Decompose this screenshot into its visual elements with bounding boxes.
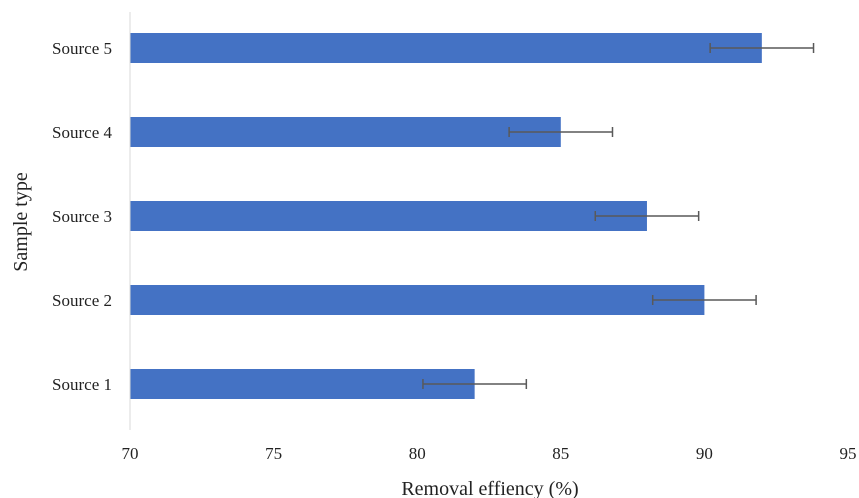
x-tick-label: 75 xyxy=(265,444,282,463)
x-tick-label: 70 xyxy=(122,444,139,463)
y-axis-category-labels: Source 1 Source 2 Source 3 Source 4 Source 5 xyxy=(52,39,112,394)
x-tick-label: 85 xyxy=(552,444,569,463)
bars xyxy=(130,33,762,399)
bar-5 xyxy=(130,33,762,63)
bar-1 xyxy=(130,369,475,399)
category-label: Source 5 xyxy=(52,39,112,58)
x-axis-title: Removal effiency (%) xyxy=(401,478,578,498)
error-bar-4 xyxy=(508,127,614,137)
error-bar-3 xyxy=(594,211,700,221)
category-label: Source 2 xyxy=(52,291,112,310)
category-label: Source 1 xyxy=(52,375,112,394)
error-bars xyxy=(422,43,815,389)
x-tick-label: 95 xyxy=(840,444,857,463)
y-axis-title: Sample type xyxy=(10,172,32,272)
x-tick-label: 90 xyxy=(696,444,713,463)
x-tick-label: 80 xyxy=(409,444,426,463)
bar-3 xyxy=(130,201,647,231)
x-axis-tick-labels: 70 75 80 85 90 95 xyxy=(122,444,857,463)
bar-2 xyxy=(130,285,705,315)
category-label: Source 3 xyxy=(52,207,112,226)
error-bar-1 xyxy=(422,379,528,389)
category-label: Source 4 xyxy=(52,123,112,142)
error-bar-2 xyxy=(651,295,757,305)
error-bar-5 xyxy=(709,43,815,53)
bar-4 xyxy=(130,117,561,147)
